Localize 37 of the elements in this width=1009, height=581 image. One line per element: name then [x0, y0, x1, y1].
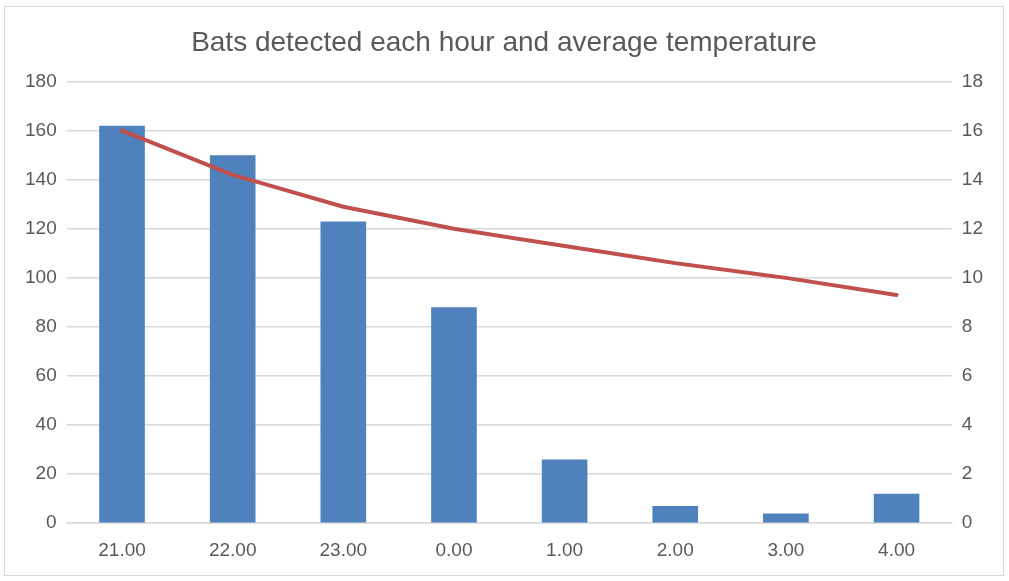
y-tick-label: 0: [46, 511, 57, 533]
y2-tick-label: 0: [961, 511, 973, 533]
y-tick-label: 20: [35, 462, 57, 484]
x-tick-label: 1.00: [546, 538, 584, 560]
y-tick-label: 80: [35, 315, 57, 337]
y-tick-label: 60: [35, 364, 57, 386]
bar: [873, 493, 920, 523]
chart-title: Bats detected each hour and average temperature: [191, 25, 817, 57]
bar: [209, 155, 256, 523]
y2-tick-label: 12: [961, 217, 984, 239]
y-tick-label: 40: [35, 413, 57, 435]
bar: [763, 513, 809, 523]
y2-tick-label: 2: [961, 462, 973, 484]
bar: [99, 125, 145, 523]
bar: [652, 506, 699, 523]
y2-tick-label: 8: [961, 315, 973, 337]
x-tick-label: 3.00: [767, 538, 805, 560]
x-tick-label: 22.00: [208, 538, 257, 560]
x-tick-label: 0.00: [435, 538, 473, 560]
y-tick-label: 120: [25, 217, 57, 239]
y-tick-label: 140: [25, 167, 57, 189]
y-tick-label: 160: [25, 118, 57, 140]
y-tick-label: 100: [25, 266, 57, 288]
y2-tick-label: 4: [961, 413, 973, 435]
bar: [541, 459, 588, 523]
x-tick-label: 2.00: [656, 538, 694, 560]
x-tick-label: 4.00: [878, 538, 916, 560]
x-tick-label: 21.00: [98, 538, 146, 560]
y2-tick-label: 10: [961, 266, 984, 288]
y2-tick-label: 6: [961, 364, 973, 386]
bar: [431, 307, 477, 523]
y2-tick-label: 14: [961, 167, 984, 189]
y2-tick-label: 16: [961, 118, 984, 140]
x-tick-label: 23.00: [319, 538, 368, 560]
y-tick-label: 180: [25, 69, 57, 91]
y2-tick-label: 18: [961, 69, 984, 91]
bar: [320, 221, 367, 523]
